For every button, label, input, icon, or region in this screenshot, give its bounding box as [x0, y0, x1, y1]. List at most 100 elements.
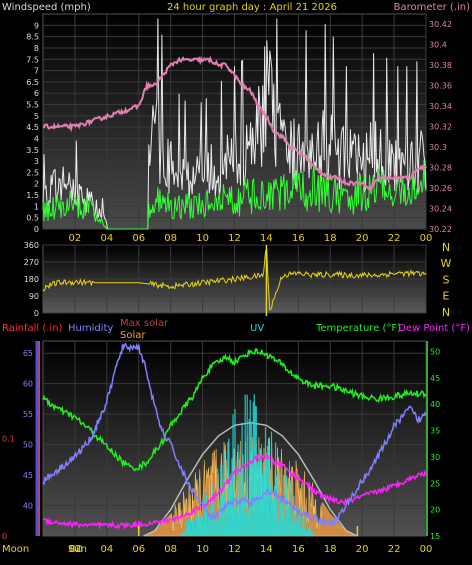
temperature-tick: 45	[430, 374, 440, 383]
rainfall-tick: 0	[2, 532, 7, 541]
wind-left-tick: 4.5	[26, 123, 39, 132]
direction-left-tick: 0	[34, 309, 39, 318]
wind-left-tick: 5	[34, 112, 39, 121]
humidity-tick: 60	[23, 380, 33, 389]
moon-time-1: Sun	[68, 544, 87, 555]
wind-x-tick: 16	[292, 233, 305, 244]
temperature-tick: 50	[430, 348, 440, 357]
direction-panel-grid	[43, 244, 427, 314]
wind-x-tick: 12	[228, 233, 241, 244]
wind-left-tick: 3	[34, 157, 39, 166]
wind-series-group	[42, 18, 427, 230]
compass-label: W	[441, 257, 452, 270]
wind-left-tick: 3.5	[26, 146, 39, 155]
wind-left-tick: 7.5	[26, 55, 39, 64]
barometer-right-tick: 30.26	[429, 184, 452, 193]
dewpoint-line	[42, 453, 427, 531]
climate-x-tick: 20	[356, 544, 369, 555]
climate-x-tick: 12	[228, 544, 241, 555]
wind-left-tick: 1.5	[26, 191, 39, 200]
climate-x-tick: 16	[292, 544, 305, 555]
barometer-right-tick: 30.42	[429, 20, 452, 29]
temperature-tick: 20	[430, 506, 440, 515]
barometer-right-tick: 30.28	[429, 164, 452, 173]
barometer-right-tick: 30.22	[429, 225, 452, 234]
wind-left-tick: 5.5	[26, 101, 39, 110]
windspeed-axis-label: Windspeed (mph)	[2, 2, 91, 13]
humidity-line	[42, 342, 427, 527]
solar-label: Solar	[120, 330, 146, 341]
wind-left-tick: 2	[34, 180, 39, 189]
moon-label: Moon	[2, 544, 29, 555]
wind-x-tick: 14	[260, 233, 273, 244]
wind-x-tick: 18	[324, 233, 337, 244]
rainfall-label: Rainfall (.in)	[2, 323, 63, 334]
direction-left-tick: 180	[24, 275, 39, 284]
wind-direction-line	[42, 248, 427, 311]
direction-left-axis: 360 270 180 90 0	[24, 241, 39, 318]
wind-left-tick: 0	[34, 225, 39, 234]
climate-x-tick: 22	[388, 544, 401, 555]
temperature-tick: 30	[430, 453, 440, 462]
humidity-tick: 40	[23, 502, 33, 511]
graph-title: 24 hour graph day : April 21 2026	[167, 2, 337, 13]
wind-x-tick: 02	[69, 233, 82, 244]
wind-left-tick: 6.5	[26, 78, 39, 87]
climate-x-axis: 02 04 06 08 10 12 14 16 18 20 22 00	[69, 544, 433, 555]
wind-left-tick: 8.5	[26, 33, 39, 42]
compass-label: N	[442, 306, 450, 319]
humidity-tick: 45	[23, 471, 33, 480]
barometer-right-tick: 30.38	[429, 61, 452, 70]
max-solar-label: Max solar	[120, 318, 169, 329]
barometer-right-tick: 30.24	[429, 205, 452, 214]
climate-axes: 40 45 50 55 60 65 15 20 25 30 35 40 45 50 0 0.1	[2, 341, 440, 541]
barometer-right-tick: 30.36	[429, 82, 452, 91]
direction-left-tick: 270	[24, 258, 39, 267]
compass-label: E	[443, 290, 450, 303]
wind-x-tick: 08	[164, 233, 177, 244]
barometer-right-tick: 30.3	[429, 143, 447, 152]
climate-x-tick: 02	[69, 544, 82, 555]
wind-left-tick: 4	[34, 134, 39, 143]
rainfall-tick: 0.1	[2, 435, 15, 444]
barometer-right-axis: 30.22 30.24 30.26 30.28 30.3 30.32 30.34 30.36 3…	[429, 20, 452, 234]
humidity-tick: 50	[23, 441, 33, 450]
climate-series-group	[42, 342, 427, 537]
direction-left-tick: 360	[24, 241, 39, 250]
temperature-tick: 25	[430, 479, 440, 488]
climate-x-tick: 04	[100, 544, 113, 555]
wind-left-tick: 9	[34, 21, 39, 30]
climate-x-tick: 10	[196, 544, 209, 555]
uv-label: UV	[250, 323, 264, 334]
dewpoint-label: Dew Point (°F)	[398, 323, 470, 334]
barometer-axis-label: Barometer (.in)	[394, 2, 470, 13]
wind-left-axis: 0 0.5 1 1.5 2 2.5 3 3.5 4 4.5 5 5.5 6 6.5 7 7.5 8 8.5 9	[26, 21, 39, 234]
climate-x-tick: 08	[164, 544, 177, 555]
wind-left-tick: 7	[34, 67, 39, 76]
humidity-tick: 55	[23, 410, 33, 419]
wind-left-tick: 2.5	[26, 168, 39, 177]
climate-x-tick: 14	[260, 544, 273, 555]
wind-x-axis: 02 04 06 08 10 12 14 16 18 20 22 00	[69, 233, 433, 244]
climate-x-tick: 18	[324, 544, 337, 555]
temperature-label: Temperature (°F)	[315, 323, 401, 334]
wind-x-tick: 00	[420, 233, 433, 244]
humidity-label: Humidity	[68, 323, 113, 334]
barometer-right-tick: 30.32	[429, 123, 452, 132]
temperature-tick: 15	[430, 532, 440, 541]
wind-gust-line	[42, 18, 427, 230]
wind-x-tick: 22	[388, 233, 401, 244]
wind-x-tick: 10	[196, 233, 209, 244]
barometer-line	[42, 55, 427, 192]
wind-x-tick: 20	[356, 233, 369, 244]
humidity-tick: 65	[23, 349, 33, 358]
wind-x-tick: 06	[132, 233, 145, 244]
wind-left-tick: 6	[34, 89, 39, 98]
compass-label: S	[443, 273, 450, 286]
wind-left-tick: 8	[34, 44, 39, 53]
compass-label: N	[442, 241, 450, 254]
direction-left-tick: 90	[29, 292, 39, 301]
